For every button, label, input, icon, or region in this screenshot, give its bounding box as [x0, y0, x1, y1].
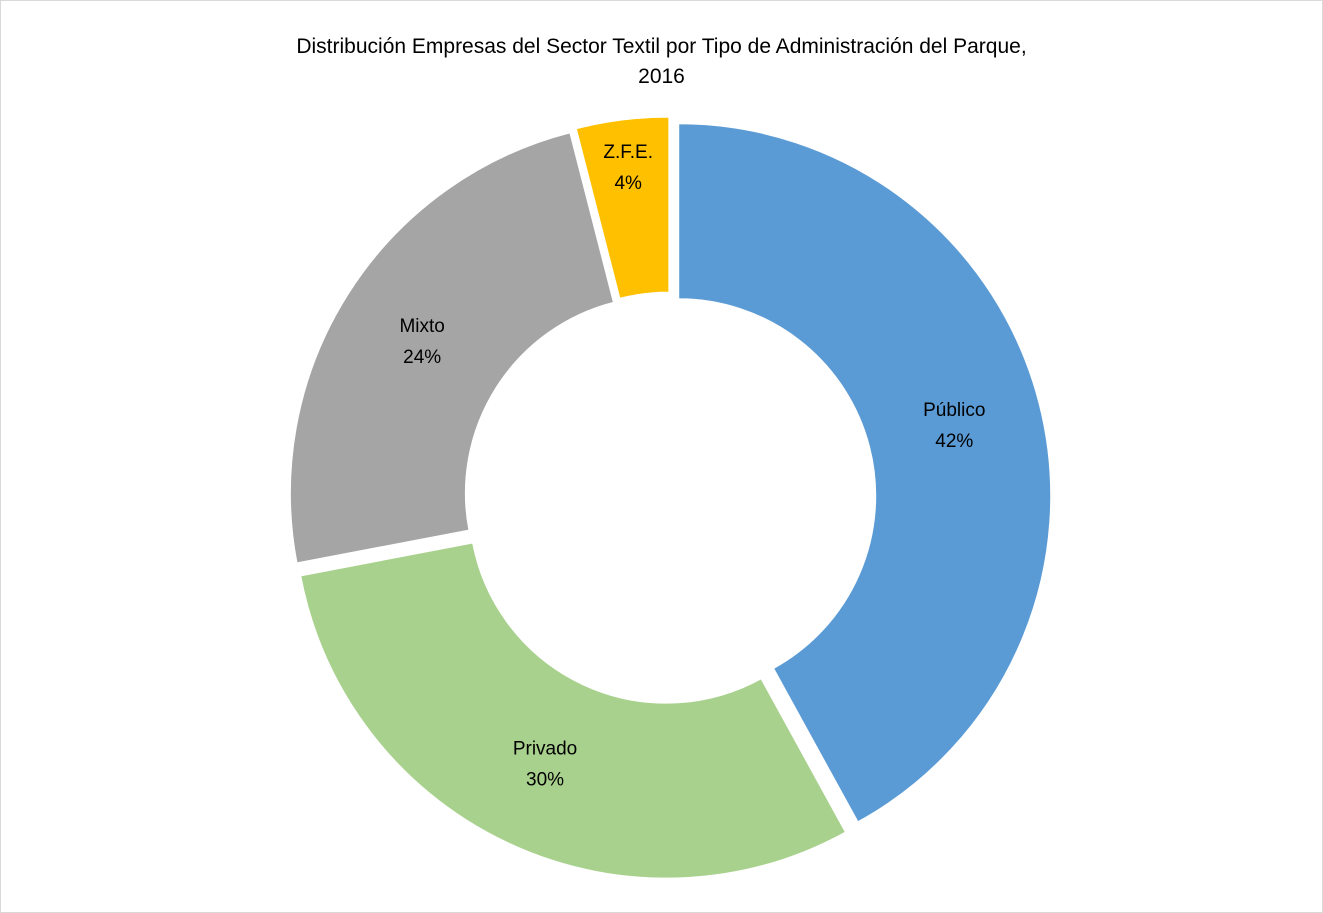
slice-category-label: Privado — [513, 739, 577, 760]
slice-category-label: Z.F.E. — [603, 142, 653, 163]
chart-title: Distribución Empresas del Sector Textil … — [296, 35, 1027, 88]
slice-value-label: 30% — [526, 770, 564, 791]
donut-slice — [575, 116, 670, 299]
slice-value-label: 24% — [403, 347, 441, 368]
donut-slice — [300, 542, 847, 879]
donut-slice — [289, 132, 615, 564]
slice-value-label: 4% — [614, 173, 642, 194]
slice-category-label: Mixto — [399, 316, 444, 337]
donut-slice — [678, 123, 1052, 823]
slice-category-label: Público — [923, 400, 985, 421]
slice-value-label: 42% — [935, 431, 973, 452]
